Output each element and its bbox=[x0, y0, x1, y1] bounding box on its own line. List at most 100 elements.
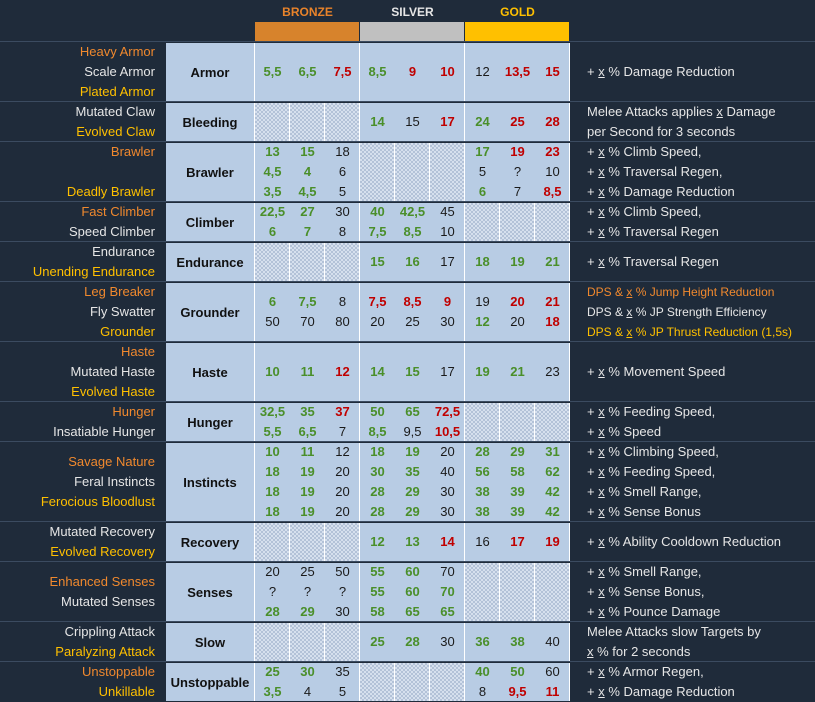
value: 28 bbox=[545, 114, 560, 129]
ability-name: Mutated Claw bbox=[75, 104, 155, 119]
row-separator bbox=[0, 521, 815, 522]
category: Slow bbox=[166, 623, 255, 661]
value: 23 bbox=[545, 364, 560, 379]
category: Recovery bbox=[166, 523, 255, 561]
value: 18 bbox=[265, 464, 280, 479]
value: 6 bbox=[268, 294, 277, 309]
description: + x % Sense Bonus, bbox=[587, 584, 705, 599]
empty-cell bbox=[500, 563, 535, 621]
tier-block bbox=[465, 283, 570, 341]
value: ? bbox=[268, 584, 277, 599]
description: + x % Traversal Regen, bbox=[587, 164, 723, 179]
value: 5,5 bbox=[263, 424, 282, 439]
value: 70 bbox=[300, 314, 315, 329]
value: 10,5 bbox=[434, 424, 461, 439]
tier-block bbox=[465, 443, 570, 521]
description: + x % Damage Reduction bbox=[587, 684, 735, 699]
ability-name: Unkillable bbox=[98, 684, 155, 699]
tier-block bbox=[255, 343, 360, 401]
value: 9,5 bbox=[508, 684, 527, 699]
value: 19 bbox=[510, 144, 525, 159]
empty-cell bbox=[255, 243, 290, 281]
tier-block bbox=[360, 623, 465, 661]
tier-block bbox=[465, 103, 570, 141]
tier-block bbox=[255, 403, 360, 441]
value: 80 bbox=[335, 314, 350, 329]
value: 11 bbox=[300, 364, 315, 379]
description: + x % Climb Speed, bbox=[587, 204, 702, 219]
value: 62 bbox=[545, 464, 560, 479]
value: 40 bbox=[545, 634, 560, 649]
value: 20 bbox=[335, 464, 350, 479]
ability-name: Insatiable Hunger bbox=[53, 424, 155, 439]
value: 28 bbox=[265, 604, 280, 619]
category: Instincts bbox=[166, 443, 255, 521]
tier-block bbox=[360, 103, 465, 141]
empty-cell bbox=[465, 203, 500, 241]
value: 30 bbox=[335, 604, 350, 619]
value: 17 bbox=[440, 114, 455, 129]
value: 7,5 bbox=[298, 294, 317, 309]
value: 19 bbox=[510, 254, 525, 269]
value: 21 bbox=[545, 254, 560, 269]
tier-block bbox=[360, 43, 465, 101]
value: 8,5 bbox=[368, 424, 387, 439]
value: 60 bbox=[405, 564, 420, 579]
value: 23 bbox=[545, 144, 560, 159]
value: 7 bbox=[303, 224, 312, 239]
value: 5 bbox=[338, 684, 347, 699]
description: x % for 2 seconds bbox=[587, 644, 691, 659]
value: 4,5 bbox=[263, 164, 282, 179]
tier-block bbox=[255, 663, 360, 701]
value: 18 bbox=[265, 484, 280, 499]
value: 50 bbox=[370, 404, 385, 419]
empty-cell bbox=[325, 523, 360, 561]
ability-name: Heavy Armor bbox=[79, 44, 155, 59]
value: 56 bbox=[475, 464, 490, 479]
value: 4 bbox=[303, 164, 312, 179]
category: Climber bbox=[166, 203, 255, 241]
value: 15 bbox=[405, 364, 420, 379]
value: 50 bbox=[265, 314, 280, 329]
ability-name: Paralyzing Attack bbox=[55, 644, 155, 659]
tier-block bbox=[465, 343, 570, 401]
value: 28 bbox=[370, 484, 385, 499]
empty-cell bbox=[535, 203, 570, 241]
value: 42,5 bbox=[399, 204, 426, 219]
empty-cell bbox=[465, 403, 500, 441]
empty-cell bbox=[255, 623, 290, 661]
value: 28 bbox=[405, 634, 420, 649]
value: 20 bbox=[265, 564, 280, 579]
value: 15 bbox=[545, 64, 560, 79]
value: 12 bbox=[475, 64, 490, 79]
value: 13,5 bbox=[504, 64, 531, 79]
empty-cell bbox=[535, 403, 570, 441]
value: 40 bbox=[370, 204, 385, 219]
ability-name: Unstoppable bbox=[82, 664, 155, 679]
value: 8 bbox=[338, 224, 347, 239]
value: 31 bbox=[545, 444, 560, 459]
value: 28 bbox=[370, 504, 385, 519]
tier-block bbox=[360, 203, 465, 241]
value: 8 bbox=[338, 294, 347, 309]
ability-name: Mutated Recovery bbox=[49, 524, 156, 539]
description: DPS & x % Jump Height Reduction bbox=[587, 285, 775, 299]
value: 45 bbox=[440, 204, 455, 219]
empty-cell bbox=[395, 663, 430, 701]
value: 10 bbox=[440, 224, 455, 239]
value: 37 bbox=[335, 404, 350, 419]
value: 3,5 bbox=[263, 684, 282, 699]
tier-block bbox=[360, 523, 465, 561]
ability-name: Evolved Haste bbox=[71, 384, 155, 399]
description: + x % Ability Cooldown Reduction bbox=[587, 534, 782, 549]
tier-block bbox=[465, 663, 570, 701]
tier-block bbox=[360, 343, 465, 401]
ability-name: Ferocious Bloodlust bbox=[40, 494, 155, 509]
value: 7 bbox=[338, 424, 347, 439]
value: 12 bbox=[475, 314, 490, 329]
ability-name: Leg Breaker bbox=[84, 284, 155, 299]
value: 7,5 bbox=[333, 64, 352, 79]
tier-block bbox=[360, 403, 465, 441]
value: 72,5 bbox=[434, 404, 461, 419]
